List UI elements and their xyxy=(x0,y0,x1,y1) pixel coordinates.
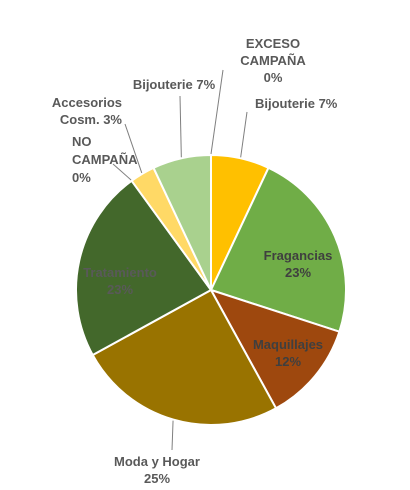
label-fragancias-pct: 23% xyxy=(285,265,311,280)
label-tratamiento-pct: 23% xyxy=(107,282,133,297)
label-moda-hogar: Moda y Hogar xyxy=(114,454,200,469)
label-accesorios: Accesorios xyxy=(52,95,122,110)
leader-line-8 xyxy=(210,69,224,155)
label-fragancias: Fragancias xyxy=(264,248,333,263)
pie-slice-7 xyxy=(152,153,212,291)
pie-slice-1 xyxy=(209,166,347,333)
label-bijouterie-right: Bijouterie 7% xyxy=(255,96,338,111)
pie-slice-3 xyxy=(91,288,278,426)
label-accesorios-2: Cosm. 3% xyxy=(60,112,123,127)
label-tratamiento: Tratamiento xyxy=(83,265,157,280)
label-bijouterie-left: Bijouterie 7% xyxy=(133,77,216,92)
leader-line-6 xyxy=(124,123,143,174)
label-no-campana: NO xyxy=(72,134,92,149)
leader-lines xyxy=(112,69,248,451)
leader-line-3 xyxy=(171,420,174,451)
label-maquillajes-pct: 12% xyxy=(275,354,301,369)
pie-slice-4 xyxy=(75,179,213,357)
pie-slice-2 xyxy=(208,288,341,410)
label-exceso-2: CAMPAÑA xyxy=(240,53,306,68)
pie-slices xyxy=(75,153,347,426)
label-moda-hogar-pct: 25% xyxy=(144,471,170,486)
label-exceso-pct: 0% xyxy=(264,70,283,85)
label-maquillajes: Maquillajes xyxy=(253,337,323,352)
leader-line-0 xyxy=(240,111,248,158)
leader-line-5 xyxy=(112,163,132,181)
label-exceso: EXCESO xyxy=(246,36,300,51)
label-no-campana-2: CAMPAÑA xyxy=(72,152,138,167)
leader-line-7 xyxy=(179,95,182,158)
label-no-campana-pct: 0% xyxy=(72,170,91,185)
